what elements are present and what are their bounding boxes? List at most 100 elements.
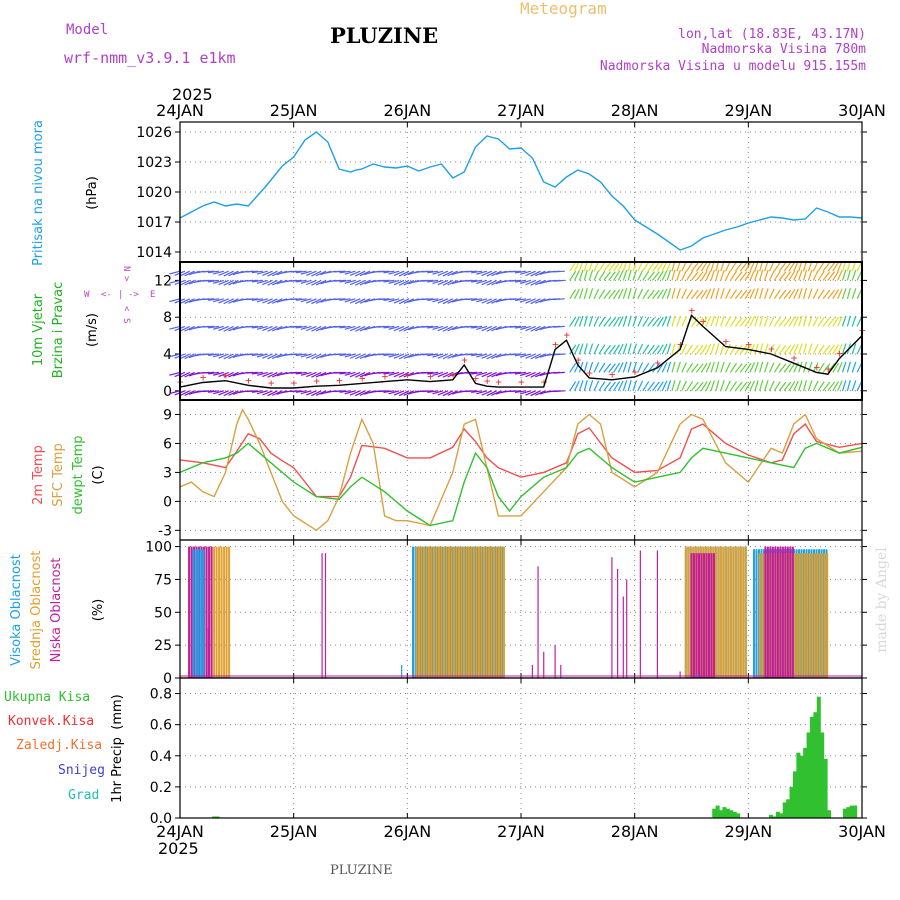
wind-arrow (725, 343, 731, 355)
cloud-ylabel-low: Niska Oblacnost (49, 558, 64, 663)
wind-arrow (652, 381, 660, 392)
wind-arrow (427, 371, 439, 375)
wind-gust-marker: + (518, 376, 525, 389)
wind-arrow (398, 279, 410, 286)
wind-arrow (267, 371, 278, 378)
wind-arrow (344, 371, 356, 376)
wind-gust-marker: + (700, 315, 707, 328)
wind-arrow (715, 380, 720, 391)
wind-arrow (256, 279, 268, 284)
wind-arrow (315, 371, 327, 378)
precip-bar (715, 805, 720, 818)
wind-arrow (574, 343, 580, 355)
wind-arrow (491, 371, 502, 378)
precip-bar (792, 771, 797, 818)
wind-arrow (246, 325, 258, 328)
wind-arrow (442, 279, 454, 286)
wind-arrow (846, 269, 851, 281)
wind-arrow (344, 298, 356, 303)
wind-arrow (802, 343, 808, 355)
wind-arrow (553, 325, 565, 328)
wind-arrow (700, 289, 708, 300)
wind-arrow (778, 381, 787, 392)
wind-arrow (223, 298, 234, 305)
wind-arrow (553, 353, 565, 356)
wind-arrow (569, 344, 577, 355)
wind-arrow (695, 363, 704, 373)
wind-arrow (734, 363, 743, 373)
wind-arrow (169, 279, 181, 284)
wind-arrow (339, 390, 351, 393)
wind-arrow (218, 353, 229, 359)
wind-arrow (383, 353, 395, 357)
wind-arrow (710, 361, 715, 373)
wind-arrow (622, 343, 628, 355)
wind-arrow (491, 353, 502, 360)
wind-arrow (486, 270, 497, 277)
wind-arrow (666, 343, 672, 355)
wind-gust-marker: + (473, 372, 480, 385)
wind-arrow (812, 343, 819, 355)
wind-arrow (354, 279, 366, 286)
wind-arrow (422, 390, 434, 393)
wind-arrow (778, 289, 787, 300)
wind-arrow (442, 325, 454, 332)
precip-legend-grad: Grad (68, 788, 99, 803)
wind-gust-marker: + (450, 368, 457, 381)
wind-arrow (588, 315, 594, 327)
wind-arrow (207, 279, 220, 283)
wind-arrow (262, 371, 273, 378)
wind-arrow (778, 344, 787, 355)
year-top: 2025 (172, 85, 213, 104)
wind-arrow (218, 390, 229, 396)
wind-arrow (642, 362, 650, 373)
wind-arrow (471, 325, 483, 329)
wind-arrow (535, 325, 546, 332)
wind-arrow (837, 288, 843, 300)
wind-arrow (213, 270, 224, 275)
wind-arrow (339, 371, 351, 375)
wind-arrow (203, 270, 215, 273)
wind-arrow (749, 316, 756, 327)
wind-arrow (481, 371, 493, 378)
temp-unit: (C) (91, 465, 106, 484)
wind-arrow (403, 279, 415, 286)
wind-arrow (744, 381, 752, 392)
precip-ytick-label: 0.0 (150, 811, 172, 827)
wind-arrow (739, 344, 748, 355)
wind-arrow (228, 298, 239, 304)
wind-arrow (334, 353, 346, 356)
wind-arrow (306, 298, 317, 304)
wind-arrow (213, 325, 224, 330)
wind-arrow (437, 325, 449, 332)
precip-bar (736, 813, 741, 818)
wind-arrow (822, 363, 831, 373)
wind-arrow (476, 298, 488, 303)
wind-gust-marker: + (541, 376, 548, 389)
wind-arrow (588, 361, 594, 373)
wind-arrow (520, 371, 531, 377)
wind-arrow (827, 262, 836, 272)
wind-arrow (832, 316, 840, 327)
wind-arrow (179, 325, 191, 332)
wind-arrow (349, 298, 361, 304)
wind-arrow (681, 380, 687, 392)
wind-arrow (535, 270, 546, 277)
wind-arrow (251, 270, 263, 274)
wind-arrow (822, 271, 831, 281)
wind-arrow (427, 325, 439, 329)
year-bottom: 2025 (158, 839, 199, 858)
wind-arrow (514, 371, 526, 375)
cloud-panel: 0 25 50 75 100 (145, 539, 867, 687)
wind-arrow (525, 371, 536, 378)
precip-bar (806, 732, 811, 818)
wind-arrow (349, 325, 361, 332)
wind-arrow (466, 325, 478, 328)
wind-arrow (447, 371, 458, 378)
cloud-ylabel-high: Visoka Oblacnost (9, 554, 24, 666)
wind-arrow (509, 390, 522, 393)
wind-arrow (471, 390, 483, 394)
wind-arrow (349, 390, 361, 396)
wind-arrow (632, 315, 638, 327)
precip-bar (775, 811, 780, 818)
